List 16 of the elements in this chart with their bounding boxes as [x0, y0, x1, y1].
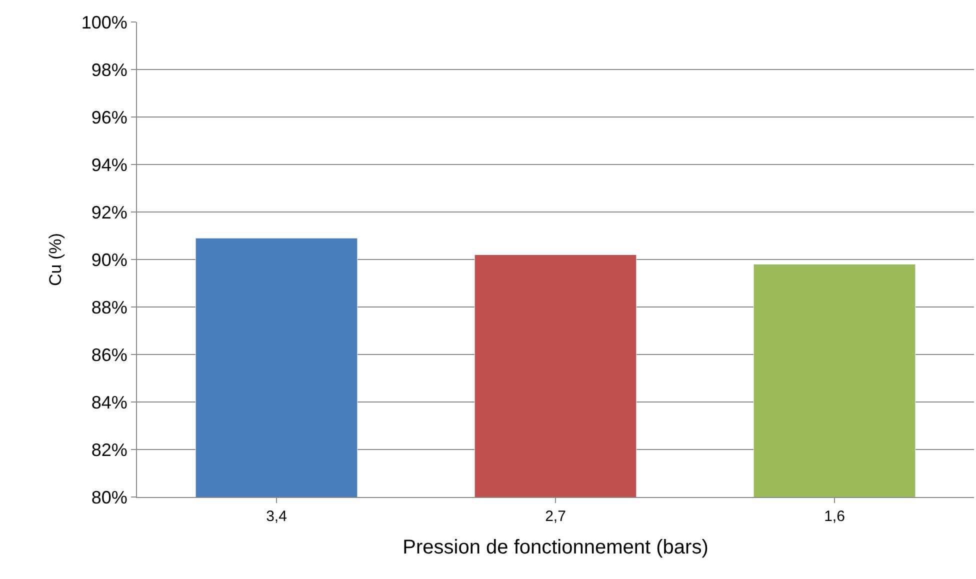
y-tick-label: 100%	[81, 12, 128, 32]
y-tick-label: 88%	[91, 297, 128, 318]
y-tick-label: 92%	[91, 202, 128, 222]
y-tick-label: 98%	[91, 60, 128, 80]
x-tick-label: 1,6	[824, 508, 845, 525]
y-tick-label: 94%	[91, 154, 128, 175]
y-tick-label: 86%	[91, 344, 128, 365]
x-tick-label: 2,7	[545, 508, 566, 525]
y-tick-label: 82%	[91, 440, 128, 460]
y-axis-title: Cu (%)	[46, 233, 65, 286]
x-tick-label: 3,4	[266, 508, 287, 525]
y-tick-label: 90%	[91, 250, 128, 270]
x-axis-title: Pression de fonctionnement (bars)	[402, 536, 708, 558]
y-tick-label: 96%	[91, 107, 128, 128]
y-tick-label: 84%	[91, 392, 128, 412]
y-tick-label: 80%	[91, 487, 128, 508]
